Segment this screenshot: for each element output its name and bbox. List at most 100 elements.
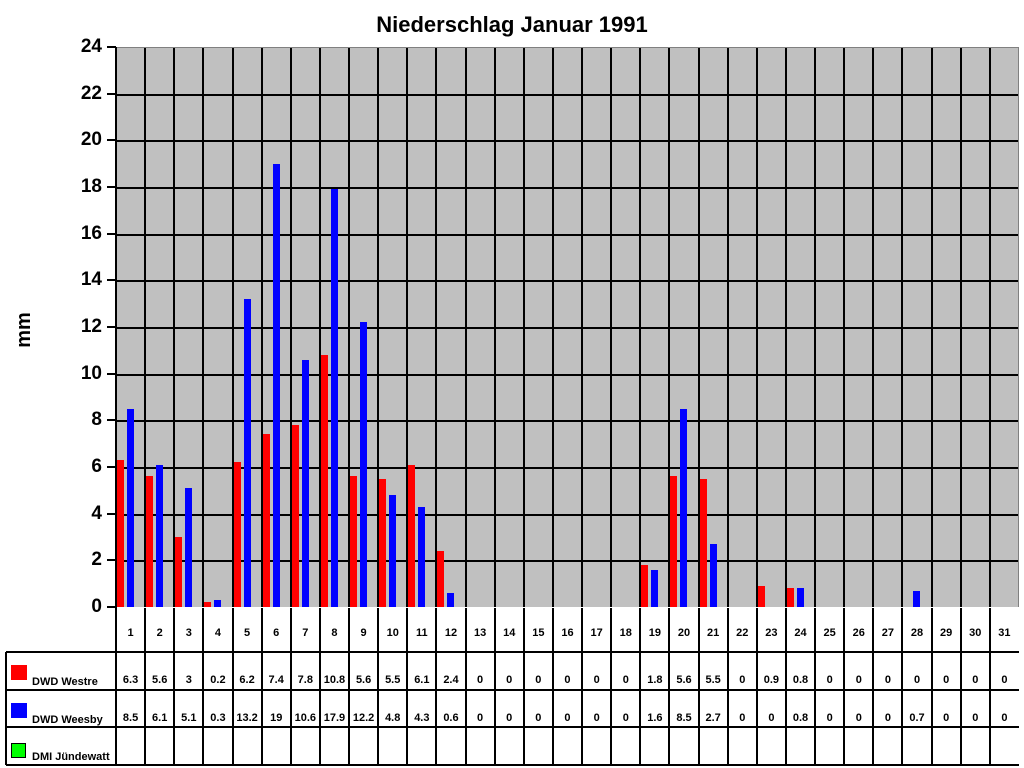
gridline-vertical [581, 48, 584, 607]
y-tick-label: 24 [80, 36, 102, 57]
table-cell-value: 0.8 [792, 712, 809, 724]
table-cell-value: 5.5 [385, 674, 401, 686]
bar-dwd-weesby [796, 588, 804, 607]
y-tick [107, 92, 116, 95]
bar-dwd-westre [350, 476, 358, 607]
table-border [901, 608, 904, 765]
gridline-vertical [318, 48, 321, 607]
table-day-header: 6 [273, 627, 280, 639]
table-day-header: 19 [648, 627, 661, 639]
gridline-vertical [814, 48, 817, 607]
table-day-header: 4 [214, 627, 221, 639]
table-day-header: 18 [619, 627, 632, 639]
table-day-header: 23 [765, 627, 778, 639]
gridline-vertical [144, 48, 147, 607]
bar-dwd-weesby [214, 600, 222, 607]
table-border [522, 608, 525, 765]
table-day-header: 31 [998, 627, 1011, 639]
table-day-header: 30 [969, 627, 982, 639]
table-cell-value: 1.8 [647, 674, 663, 686]
table-border [6, 651, 1019, 653]
table-border [493, 608, 496, 765]
gridline-vertical [522, 48, 525, 607]
gridline-horizontal [116, 280, 1018, 283]
bar-dwd-westre [786, 588, 794, 607]
table-cell-value: 0 [477, 674, 484, 686]
table-border [872, 608, 875, 765]
table-border [318, 608, 321, 765]
gridline-horizontal [116, 560, 1018, 563]
gridline-horizontal [116, 513, 1018, 516]
bar-dwd-weesby [418, 506, 426, 607]
bar-dwd-weesby [680, 408, 688, 607]
gridline-vertical [348, 48, 351, 607]
table-cell-value: 0 [506, 674, 513, 686]
gridline-horizontal [116, 140, 1018, 143]
gridline-vertical [901, 48, 904, 607]
table-cell-value: 0.8 [792, 674, 809, 686]
table-cell-value: 0 [564, 712, 571, 724]
gridline-vertical [377, 48, 380, 607]
gridline-vertical [959, 48, 962, 607]
table-day-header: 8 [331, 627, 338, 639]
table-cell-value: 0 [1001, 674, 1008, 686]
bar-dwd-weesby [272, 163, 280, 607]
table-day-header: 17 [590, 627, 603, 639]
bar-dwd-weesby [709, 544, 717, 607]
legend-swatch-dwd-westre [11, 665, 27, 680]
y-tick [107, 46, 116, 48]
table-day-header: 2 [156, 627, 163, 639]
gridline-vertical [784, 48, 787, 607]
gridline-vertical [435, 48, 438, 607]
table-day-header: 25 [823, 627, 836, 639]
table-border [988, 608, 991, 765]
table-border [435, 608, 438, 765]
table-cell-value: 8.5 [676, 712, 692, 724]
gridline-vertical [493, 48, 496, 607]
table-border [5, 652, 7, 765]
table-cell-value: 7.8 [297, 674, 313, 686]
table-cell-value: 0 [884, 674, 891, 686]
table-border [231, 608, 234, 765]
bar-dwd-westre [670, 476, 678, 607]
table-cell-value: 0 [593, 674, 600, 686]
table-border [6, 726, 1019, 728]
table-cell-value: 6.1 [152, 712, 168, 724]
bar-dwd-weesby [913, 590, 921, 607]
legend-swatch-dmi-jündewatt [11, 743, 26, 758]
table-border [6, 764, 1019, 766]
bar-dwd-westre [175, 537, 183, 607]
legend-label: DMI Jündewatt [32, 751, 110, 763]
gridline-vertical [406, 48, 409, 607]
gridline-vertical [755, 48, 758, 607]
table-cell-value: 0 [826, 712, 833, 724]
table-day-header: 21 [707, 627, 720, 639]
table-cell-value: 0 [943, 712, 950, 724]
bar-dwd-weesby [651, 569, 659, 607]
y-tick-label: 22 [80, 82, 102, 104]
table-cell-value: 5.6 [676, 674, 692, 686]
table-cell-value: 19 [270, 712, 283, 724]
table-cell-value: 5.6 [355, 674, 372, 686]
gridline-horizontal [116, 327, 1018, 329]
bar-dwd-weesby [447, 593, 455, 607]
table-cell-value: 0 [855, 712, 862, 724]
gridline-horizontal [116, 187, 1018, 189]
table-cell-value: 8.5 [122, 712, 139, 724]
table-border [814, 608, 817, 765]
plot-area [116, 47, 1019, 607]
y-tick [107, 606, 116, 608]
bar-dwd-westre [204, 602, 212, 607]
table-border [668, 608, 671, 765]
table-cell-value: 0 [768, 712, 775, 724]
table-border [784, 608, 787, 765]
table-cell-value: 4.3 [414, 712, 430, 724]
table-day-header: 24 [794, 627, 807, 639]
table-border [697, 608, 700, 765]
table-cell-value: 0 [622, 674, 629, 686]
y-tick [107, 279, 116, 282]
y-tick [107, 559, 116, 562]
legend-label: DWD Weesby [32, 714, 103, 726]
y-tick-label: 14 [80, 269, 102, 291]
bar-dwd-weesby [185, 488, 193, 607]
